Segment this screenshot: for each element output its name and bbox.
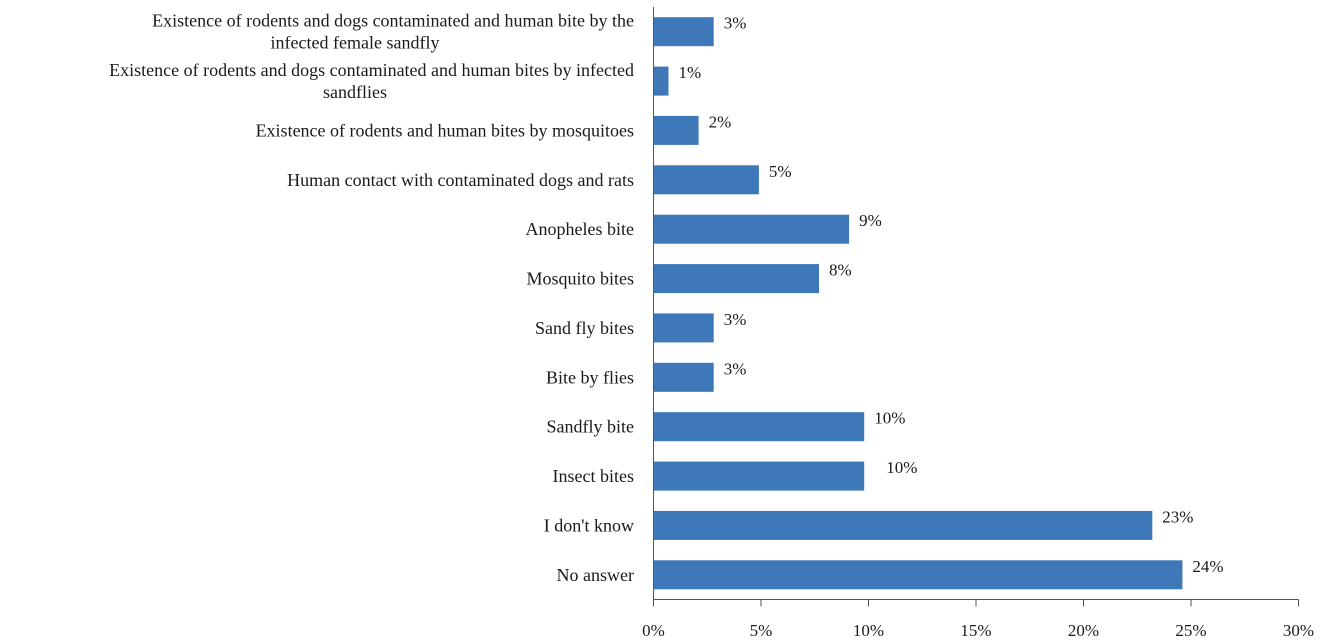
- data-label: 10%: [874, 409, 905, 428]
- bar: [653, 313, 714, 343]
- category-label: Mosquito bites: [526, 269, 634, 289]
- data-label: 23%: [1162, 507, 1193, 526]
- category-label-line: Mosquito bites: [526, 269, 634, 289]
- category-label: Insect bites: [553, 466, 634, 486]
- bar: [653, 214, 850, 244]
- value-labels-group: 3% 1% 2% 5% 9% 8% 3% 3% 10% 10% 23% 24%: [679, 14, 1224, 576]
- category-label: Existence of rodents and dogs contaminat…: [152, 11, 634, 53]
- data-label: 5%: [769, 162, 792, 181]
- category-label: Existence of rodents and human bites by …: [256, 120, 634, 140]
- bar: [653, 461, 865, 491]
- x-tick-label: 0%: [642, 621, 665, 640]
- category-label-line: Sand fly bites: [535, 318, 634, 338]
- bar: [653, 412, 865, 442]
- category-label: I don't know: [544, 515, 634, 535]
- category-labels-group: Existence of rodents and dogs contaminat…: [109, 11, 634, 585]
- data-label: 9%: [859, 211, 882, 230]
- x-tick-label: 5%: [750, 621, 773, 640]
- category-label-line: sandflies: [323, 82, 387, 102]
- data-label: 3%: [724, 359, 747, 378]
- bar: [653, 510, 1153, 540]
- category-label-line: Human contact with contaminated dogs and…: [287, 170, 634, 190]
- category-label: Human contact with contaminated dogs and…: [287, 170, 634, 190]
- category-label-line: No answer: [557, 565, 634, 585]
- x-tick-label: 25%: [1175, 621, 1206, 640]
- bars-group: [653, 17, 1183, 590]
- category-label-line: infected female sandfly: [271, 33, 440, 53]
- category-label: No answer: [557, 565, 634, 585]
- data-label: 8%: [829, 261, 852, 280]
- data-label: 3%: [724, 310, 747, 329]
- x-ticks-group: 0% 5% 10% 15% 20% 25% 30%: [642, 599, 1314, 640]
- bar: [653, 362, 714, 392]
- data-label: 24%: [1192, 557, 1223, 576]
- data-label: 10%: [886, 458, 917, 477]
- category-label-line: Anopheles bite: [526, 219, 634, 239]
- bar: [653, 115, 699, 145]
- category-label-line: Insect bites: [553, 466, 634, 486]
- category-label-line: Existence of rodents and dogs contaminat…: [152, 11, 634, 31]
- category-label: Bite by flies: [546, 367, 634, 387]
- axes-group: [653, 7, 1299, 600]
- bar: [653, 66, 669, 96]
- category-label-line: Sandfly bite: [547, 417, 635, 437]
- data-label: 1%: [679, 63, 702, 82]
- category-label: Sandfly bite: [547, 417, 635, 437]
- category-label-line: Bite by flies: [546, 367, 634, 387]
- bar: [653, 264, 819, 294]
- category-label-line: Existence of rodents and dogs contaminat…: [109, 60, 634, 80]
- data-label: 3%: [724, 14, 747, 33]
- category-label-line: Existence of rodents and human bites by …: [256, 120, 634, 140]
- x-tick-label: 20%: [1068, 621, 1099, 640]
- bar: [653, 165, 759, 195]
- data-label: 2%: [709, 112, 732, 131]
- category-label: Sand fly bites: [535, 318, 634, 338]
- x-tick-label: 10%: [853, 621, 884, 640]
- category-label: Anopheles bite: [526, 219, 634, 239]
- bar: [653, 560, 1183, 590]
- x-tick-label: 15%: [960, 621, 991, 640]
- bar: [653, 17, 714, 47]
- x-tick-label: 30%: [1283, 621, 1314, 640]
- category-label-line: I don't know: [544, 515, 634, 535]
- category-label: Existence of rodents and dogs contaminat…: [109, 60, 634, 102]
